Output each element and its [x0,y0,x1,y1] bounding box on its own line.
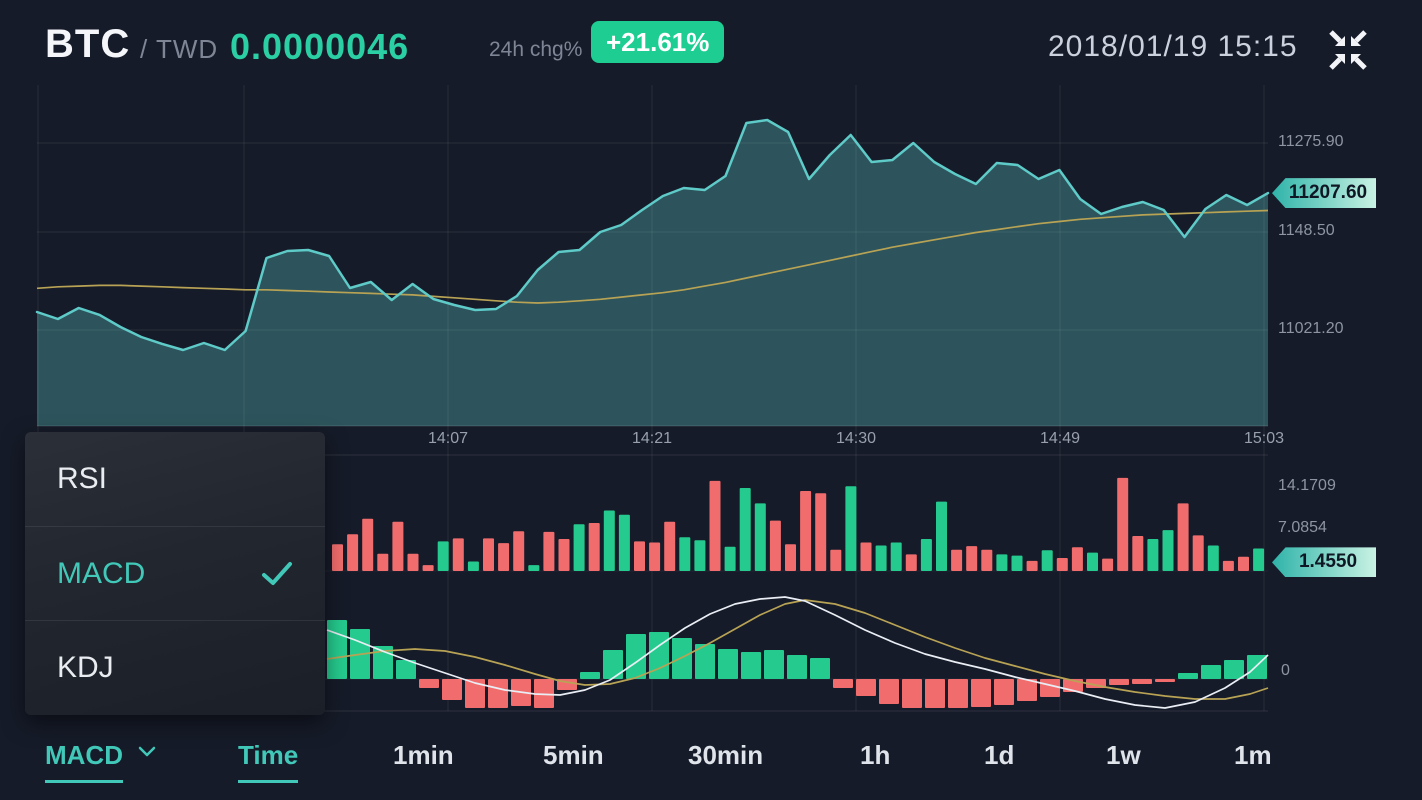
price-axis-label: 1148.50 [1278,222,1335,239]
volume-axis-label: 14.1709 [1278,477,1336,494]
current-price: 0.0000046 [230,26,410,67]
timeframe-toolbar: MACD Time 1min 5min 30min 1h 1d 1w 1m [0,726,1422,800]
menu-item-kdj[interactable]: KDJ [25,620,325,714]
chevron-down-icon [138,746,156,757]
change-label: 24h chg% [489,38,583,61]
menu-item-label: KDJ [57,650,114,684]
menu-item-macd[interactable]: MACD [25,526,325,620]
checkmark-icon [262,561,292,585]
tab-1m[interactable]: 1m [1234,740,1272,770]
price-axis-label: 11021.20 [1278,320,1344,337]
volume-current-tag: 1.4550 [1272,547,1376,578]
tab-time[interactable]: Time [238,740,299,783]
tab-30min[interactable]: 30min [688,740,764,770]
volume-axis-label: 7.0854 [1278,519,1327,536]
header: BTC / TWD 0.0000046 24h chg% +21.61% 201… [0,0,1422,85]
macd-axis-label: 0 [1281,662,1290,679]
symbol-base: BTC [45,22,131,66]
tab-1d[interactable]: 1d [984,740,1015,770]
collapse-fullscreen-icon[interactable] [1327,28,1369,72]
symbol-quote: / TWD [140,34,219,64]
tab-1h[interactable]: 1h [860,740,891,770]
last-price-tag: 11207.60 [1272,178,1376,209]
change-badge: +21.61% [591,21,725,63]
tab-5min[interactable]: 5min [543,740,604,770]
indicator-dropdown-label: MACD [45,740,123,783]
indicator-menu: RSI MACD KDJ [25,432,325,715]
menu-item-label: MACD [57,556,146,590]
tab-1w[interactable]: 1w [1106,740,1141,770]
menu-item-rsi[interactable]: RSI [25,432,325,526]
price-axis-label: 11275.90 [1278,133,1344,150]
menu-item-label: RSI [57,462,108,495]
indicator-dropdown[interactable]: MACD [45,740,156,783]
tab-1min[interactable]: 1min [393,740,454,770]
datetime: 2018/01/19 15:15 [1048,30,1298,63]
